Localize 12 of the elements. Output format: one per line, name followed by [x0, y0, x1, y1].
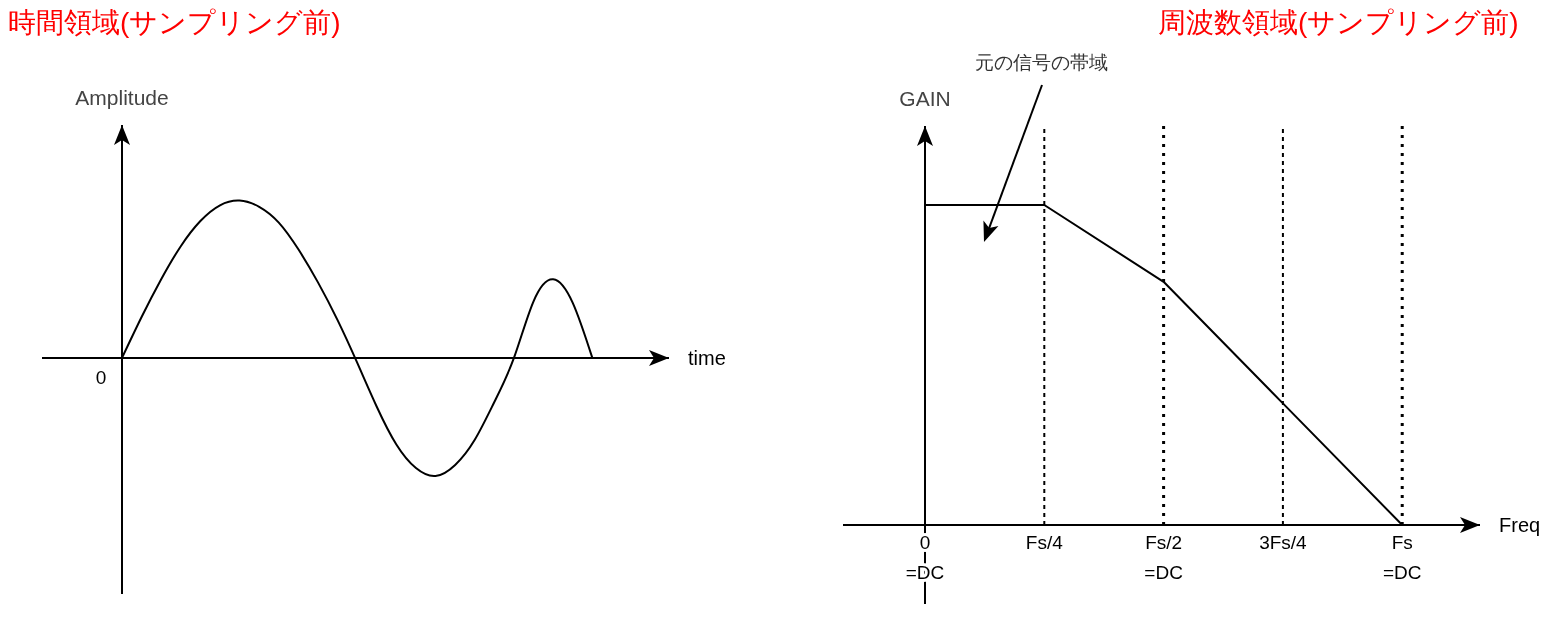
x-axis-title: Freq — [1499, 514, 1541, 536]
text: 元の信号の帯域 — [974, 52, 1108, 73]
x-axis-title: time — [688, 346, 726, 369]
y-axis-title: Amplitude — [75, 86, 169, 109]
x-tick-label: Fs =DC — [1382, 532, 1422, 583]
text: 0 — [95, 367, 107, 388]
chart-title: 時間領域(サンプリング前) — [8, 6, 341, 40]
y-axis-title: GAIN — [899, 87, 951, 110]
chart-title: 周波数領域(サンプリング前) — [1158, 6, 1519, 40]
x-tick-label: Fs/2 =DC — [1144, 532, 1183, 583]
x-tick-label: 3Fs/4 — [1259, 532, 1308, 553]
x-tick-label: Fs/4 — [1025, 532, 1064, 553]
